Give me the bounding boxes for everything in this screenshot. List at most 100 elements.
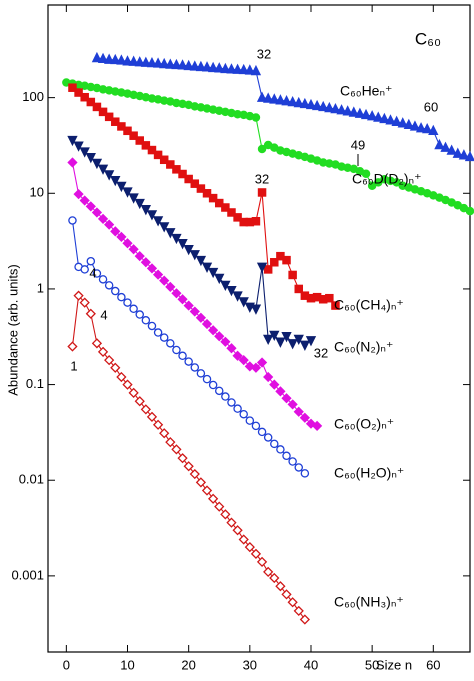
data-point <box>221 203 230 212</box>
data-point <box>269 379 280 390</box>
data-point <box>360 108 372 120</box>
data-point <box>178 351 187 361</box>
data-point <box>275 94 286 105</box>
data-point <box>122 238 133 249</box>
data-point <box>263 265 273 274</box>
data-point <box>263 433 273 442</box>
data-point <box>276 445 285 454</box>
data-point <box>282 255 291 265</box>
data-point <box>183 59 194 71</box>
data-point <box>361 169 371 179</box>
data-point <box>226 285 237 297</box>
data-point <box>281 332 292 343</box>
data-point <box>86 97 96 107</box>
data-point <box>184 357 193 366</box>
data-point <box>465 206 474 216</box>
data-point <box>446 144 457 155</box>
annotation: 32 <box>314 345 328 360</box>
data-point <box>226 63 237 74</box>
data-point <box>214 273 225 285</box>
data-point <box>281 589 292 600</box>
data-point <box>134 198 145 210</box>
data-point <box>196 369 206 378</box>
data-point <box>342 105 353 116</box>
data-point <box>403 118 414 130</box>
data-point <box>214 198 224 208</box>
data-point <box>129 304 138 314</box>
data-point <box>177 239 188 250</box>
data-point <box>122 187 133 198</box>
data-point <box>135 136 144 145</box>
annotation: 32 <box>255 171 269 186</box>
data-point <box>214 501 225 512</box>
data-point <box>311 420 323 431</box>
data-point <box>348 106 359 117</box>
data-point <box>104 281 114 290</box>
data-point <box>110 362 121 373</box>
data-point <box>269 572 280 584</box>
data-point <box>189 60 200 71</box>
data-point <box>257 427 267 437</box>
data-point <box>183 244 194 256</box>
data-point <box>299 412 310 423</box>
data-point <box>116 181 127 193</box>
x-tick-label: 40 <box>304 657 318 672</box>
data-point <box>165 58 176 69</box>
data-point <box>227 208 236 217</box>
data-point <box>74 88 83 97</box>
data-point <box>227 398 236 407</box>
data-point <box>275 386 286 397</box>
data-point <box>300 469 310 478</box>
data-point <box>263 334 274 345</box>
data-point <box>104 355 115 366</box>
data-point <box>128 387 139 398</box>
data-point <box>256 357 268 368</box>
data-point <box>202 374 212 384</box>
data-point <box>270 439 279 449</box>
data-point <box>269 93 280 104</box>
data-point <box>201 262 213 273</box>
y-tick-label: 0.1 <box>26 376 44 391</box>
data-point <box>373 111 384 122</box>
data-point <box>214 331 225 342</box>
data-point <box>165 437 176 448</box>
data-point <box>269 330 280 342</box>
data-point <box>263 566 274 578</box>
data-point <box>282 451 291 461</box>
data-point <box>171 444 182 455</box>
data-point <box>104 112 114 122</box>
data-point <box>208 380 218 390</box>
annotation: 60 <box>424 99 438 114</box>
annotation: 4 <box>100 307 107 322</box>
x-tick-label: 0 <box>63 657 70 672</box>
data-point <box>207 267 219 279</box>
data-point <box>263 92 274 103</box>
data-point <box>220 62 231 74</box>
data-point <box>67 341 78 352</box>
data-point <box>67 135 78 147</box>
data-point <box>152 269 164 280</box>
data-point <box>189 306 200 317</box>
data-point <box>287 399 298 410</box>
data-point <box>409 120 421 131</box>
data-point <box>140 257 151 268</box>
y-tick-label: 0.01 <box>19 472 44 487</box>
data-point <box>129 131 138 140</box>
data-point <box>208 325 219 336</box>
data-point <box>189 250 200 261</box>
data-point <box>250 64 262 76</box>
data-point <box>116 231 127 243</box>
data-point <box>275 337 286 348</box>
data-point <box>238 355 249 366</box>
data-point <box>287 339 298 350</box>
data-point <box>244 541 255 553</box>
annotation: 4 <box>89 265 96 280</box>
data-point <box>91 158 103 170</box>
data-point <box>184 174 193 184</box>
data-point <box>104 219 115 230</box>
data-point <box>117 122 126 131</box>
data-point <box>177 294 188 305</box>
data-point <box>159 333 169 342</box>
data-point <box>146 210 158 221</box>
data-point <box>141 316 151 325</box>
